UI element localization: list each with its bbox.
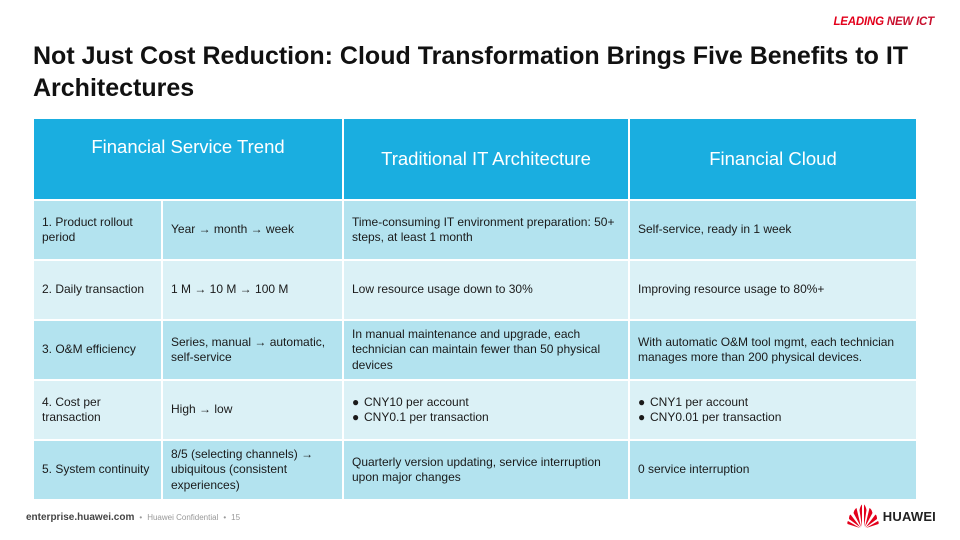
bullet-item: ● CNY0.01 per transaction: [638, 410, 908, 426]
traditional-cell: ● CNY10 per account ● CNY0.1 per transacti…: [342, 379, 630, 441]
bullet-text: CNY10 per account: [364, 394, 469, 409]
cloud-cell: ● CNY1 per account ● CNY0.01 per transacti…: [628, 379, 918, 441]
bullet-text: CNY0.1 per transaction: [364, 410, 489, 424]
benefits-table: Financial Service Trend Traditional IT A…: [32, 117, 918, 501]
page-number: 15: [231, 513, 241, 522]
table-row: 2. Daily transaction 1 M → 10 M → 100 M …: [32, 259, 918, 321]
cloud-cell: Self-service, ready in 1 week: [628, 199, 918, 261]
huawei-logo: HUAWEI: [847, 504, 936, 528]
bullet-text: CNY0.01 per transaction: [650, 410, 782, 424]
bullet-text: CNY1 per account: [650, 394, 749, 409]
table-header-row: Financial Service Trend Traditional IT A…: [32, 117, 918, 201]
separator-icon: •: [139, 513, 143, 522]
cloud-cell: With automatic O&M tool mgmt, each techn…: [628, 319, 918, 381]
trend-cell: Year → month → week: [161, 199, 344, 261]
footer: enterprise.huawei.com • Huawei Confidentia…: [26, 512, 240, 523]
traditional-cell: Low resource usage down to 30%: [342, 259, 630, 321]
header-traditional-it: Traditional IT Architecture: [342, 117, 630, 201]
traditional-cell: Time-consuming IT environment preparatio…: [342, 199, 630, 261]
leading-new-ict-logo: LEADING NEW ICT: [833, 16, 934, 28]
row-label: 3. O&M efficiency: [32, 319, 163, 381]
bullet-icon: ●: [352, 410, 360, 424]
bullet-item: ● CNY10 per account: [352, 395, 620, 411]
footer-site: enterprise.huawei.com: [26, 512, 135, 523]
bullet-icon: ●: [352, 394, 360, 409]
bullet-icon: ●: [638, 410, 646, 424]
trend-cell: High → low: [161, 379, 344, 441]
traditional-cell: Quarterly version updating, service inte…: [342, 439, 630, 501]
row-label: 1. Product rollout period: [32, 199, 163, 261]
bullet-item: ● CNY0.1 per transaction: [352, 410, 620, 426]
header-financial-cloud: Financial Cloud: [628, 117, 918, 201]
huawei-wordmark: HUAWEI: [882, 508, 936, 524]
slide-title: Not Just Cost Reduction: Cloud Transform…: [33, 42, 909, 102]
cloud-cell: 0 service interruption: [628, 439, 918, 501]
row-label: 4. Cost per transaction: [32, 379, 163, 441]
trend-cell: 1 M → 10 M → 100 M: [161, 259, 344, 321]
table-row: 5. System continuity 8/5 (selecting chan…: [32, 439, 918, 501]
separator-icon: •: [223, 513, 227, 522]
footer-confidential: Huawei Confidential: [147, 513, 219, 522]
row-label: 2. Daily transaction: [32, 259, 163, 321]
traditional-cell: In manual maintenance and upgrade, each …: [342, 319, 630, 381]
brand-part1: LEADING: [833, 16, 884, 28]
table-row: 1. Product rollout period Year → month →…: [32, 199, 918, 261]
brand-part2: NEW ICT: [883, 16, 934, 28]
bullet-item: ● CNY1 per account: [638, 395, 908, 411]
cloud-cell: Improving resource usage to 80%+: [628, 259, 918, 321]
row-label: 5. System continuity: [32, 439, 163, 501]
trend-cell: 8/5 (selecting channels) → ubiquitous (c…: [161, 439, 344, 501]
header-financial-service-trend: Financial Service Trend: [32, 117, 344, 201]
table-row: 4. Cost per transaction High → low ● CNY1…: [32, 379, 918, 441]
trend-cell: Series, manual → automatic, self-service: [161, 319, 344, 381]
bullet-icon: ●: [638, 394, 646, 409]
table-row: 3. O&M efficiency Series, manual → autom…: [32, 319, 918, 381]
huawei-flower-icon: [847, 504, 879, 528]
